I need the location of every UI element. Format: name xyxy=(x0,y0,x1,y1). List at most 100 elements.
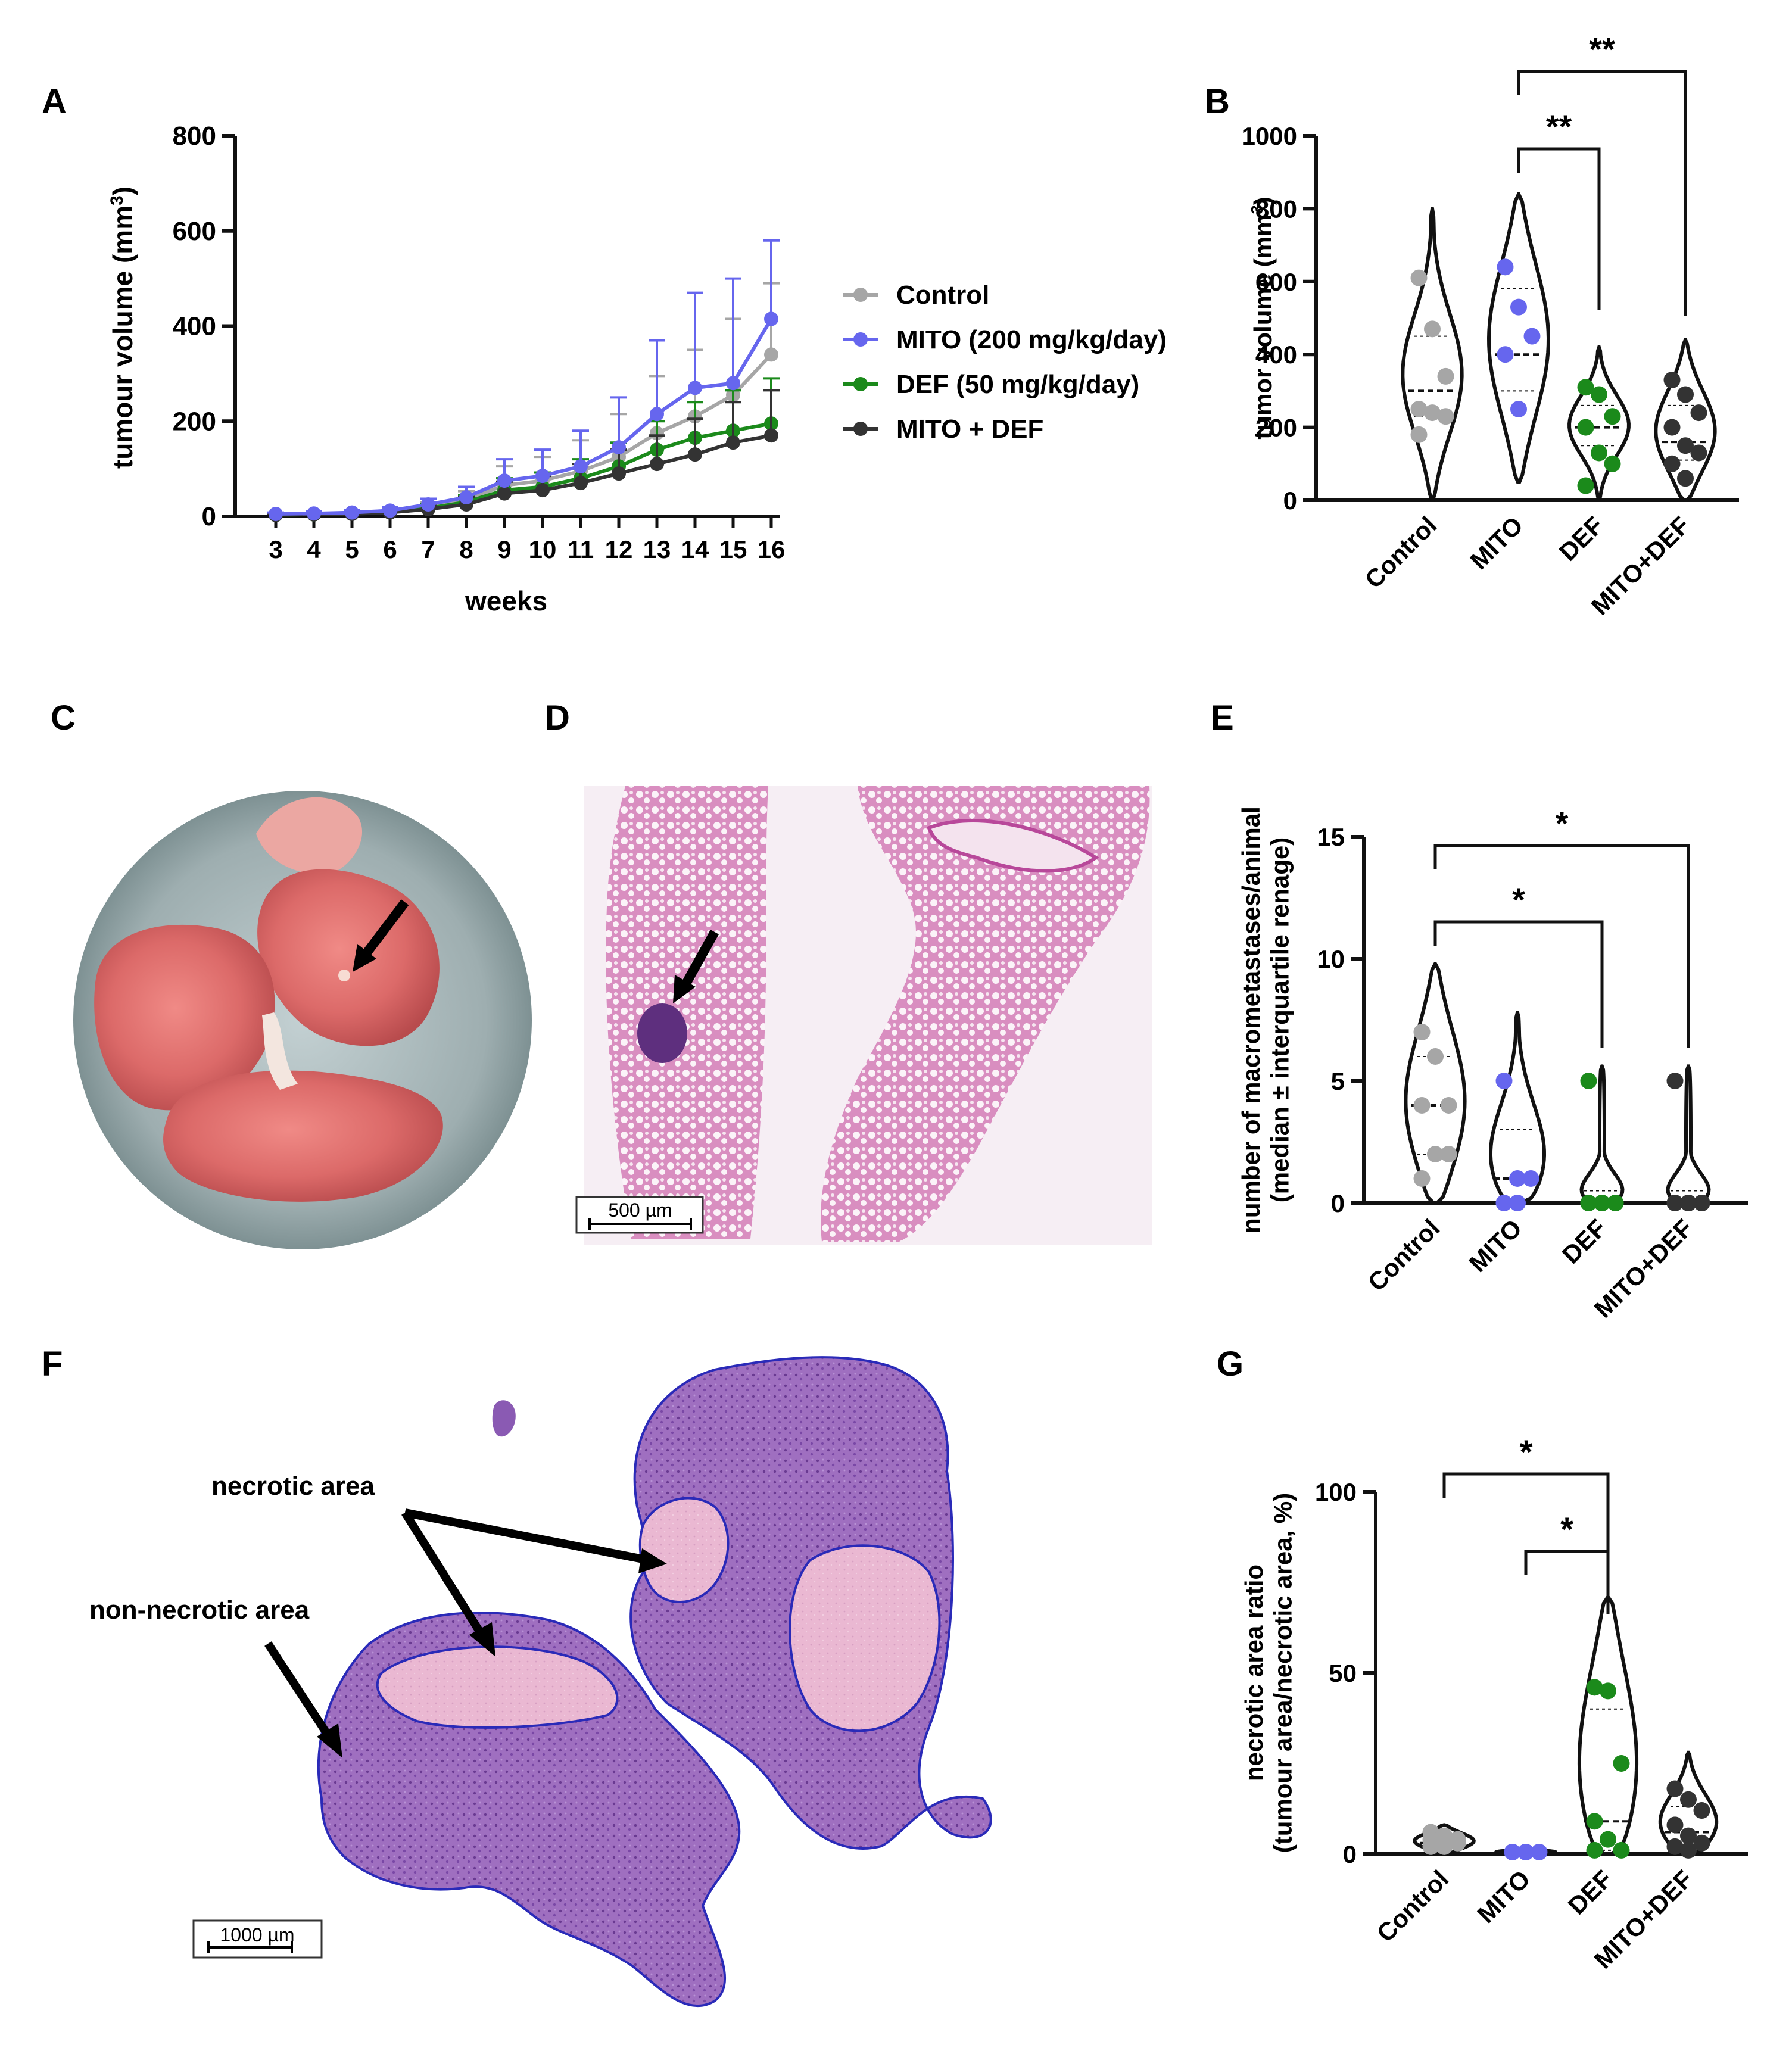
data-point xyxy=(307,506,321,521)
data-point xyxy=(1577,419,1594,436)
arrow-f-necrotic-2-head xyxy=(469,1622,495,1657)
data-point xyxy=(497,486,512,501)
y-tick-label: 0 xyxy=(1343,1840,1357,1868)
data-point xyxy=(1497,258,1514,276)
y-tick-label: 0 xyxy=(1331,1189,1345,1217)
data-point xyxy=(1586,1679,1603,1696)
significance-bracket xyxy=(1517,147,1601,310)
necrotic-region-right xyxy=(789,1544,941,1732)
scale-bar-f-box xyxy=(192,1919,323,1959)
violin-mito xyxy=(1488,1005,1547,1211)
x-tick-label: 7 xyxy=(421,535,435,563)
scale-bar-d-box xyxy=(575,1196,704,1234)
violin-outline xyxy=(1488,1005,1547,1205)
significance-marker: * xyxy=(1556,805,1569,842)
data-point xyxy=(1580,1073,1597,1089)
data-point xyxy=(688,381,702,395)
violin-outline xyxy=(1666,1061,1711,1205)
arrow-f-non-necrotic xyxy=(264,1641,336,1744)
y-tick-label: 200 xyxy=(1255,414,1297,442)
data-point xyxy=(1580,1195,1597,1211)
data-point xyxy=(1677,470,1694,487)
x-tick-label: Control xyxy=(1363,1214,1445,1296)
y-tick-label: 50 xyxy=(1329,1659,1357,1687)
data-point xyxy=(1663,372,1681,389)
violin-outline xyxy=(1404,959,1467,1205)
violin-outline xyxy=(1401,208,1464,502)
label-non-necrotic-area: non-necrotic area xyxy=(89,1595,310,1625)
data-point xyxy=(497,473,512,488)
data-point xyxy=(535,483,550,498)
data-point xyxy=(1413,1170,1431,1187)
data-point xyxy=(1510,298,1527,316)
data-point xyxy=(1591,444,1607,462)
panel-label-b: B xyxy=(1205,82,1230,121)
data-point xyxy=(1510,401,1527,417)
data-point xyxy=(459,490,473,505)
x-tick-label: 8 xyxy=(459,535,473,563)
lung-lobe-left xyxy=(94,924,275,1111)
data-point xyxy=(1690,444,1707,462)
violin-outline xyxy=(1413,1823,1476,1856)
data-point xyxy=(1410,401,1428,417)
data-point xyxy=(1531,1843,1548,1860)
data-point xyxy=(1504,1843,1521,1860)
y-tick-label: 400 xyxy=(1255,341,1297,369)
legend-label: DEF (50 mg/kg/day) xyxy=(896,370,1139,399)
y-tick-label: 800 xyxy=(1255,195,1297,223)
data-point xyxy=(1437,408,1454,425)
data-point xyxy=(1410,426,1428,443)
y-tick-label: 600 xyxy=(173,217,216,246)
data-point xyxy=(1437,367,1454,385)
significance-bracket xyxy=(1524,1550,1610,1614)
panel-label-c: C xyxy=(51,699,76,737)
significance-bracket xyxy=(1517,70,1687,316)
x-tick-label: 4 xyxy=(307,535,321,563)
arrow-f-necrotic-1 xyxy=(404,1508,650,1564)
data-point xyxy=(1495,1195,1513,1211)
arrow-d-head xyxy=(673,975,696,1003)
data-point xyxy=(1440,1146,1457,1162)
lung-lobe-bottom xyxy=(163,1070,443,1202)
data-point xyxy=(688,447,702,462)
x-tick-label: 9 xyxy=(497,535,511,563)
panel-label-a: A xyxy=(42,82,67,121)
x-tick-label: DEF xyxy=(1563,1865,1618,1920)
data-point xyxy=(612,440,626,455)
y-tick-label: 0 xyxy=(1283,487,1297,515)
data-point xyxy=(1440,1097,1457,1114)
violin-def xyxy=(1578,1061,1626,1211)
data-point xyxy=(1497,346,1514,363)
data-point xyxy=(1666,1195,1684,1211)
metastasis-nodule xyxy=(338,970,350,981)
panel-label-g: G xyxy=(1217,1345,1244,1383)
violin-mito-def xyxy=(1654,335,1717,502)
data-point xyxy=(1663,455,1681,472)
chart-b-tumor-volume-violin: 0 200 400 600 800 1000 tumor volume (mm3) Contr… xyxy=(1242,30,1739,621)
violin-outline xyxy=(1654,335,1717,502)
x-tick-label: Control xyxy=(1360,511,1442,594)
data-point xyxy=(574,476,588,491)
legend-label: MITO (200 mg/kg/day) xyxy=(896,325,1167,354)
data-point xyxy=(1666,1838,1684,1855)
data-point xyxy=(1427,1048,1444,1065)
data-point xyxy=(1509,1170,1526,1187)
data-point xyxy=(1693,1802,1710,1819)
panel-label-e: E xyxy=(1211,699,1234,737)
x-tick-label: 16 xyxy=(758,535,786,563)
x-axis-title: weeks xyxy=(465,585,547,616)
violin-outline xyxy=(1487,189,1550,484)
data-point xyxy=(1517,1843,1534,1860)
data-point xyxy=(1604,408,1621,425)
scale-bar-f-label: 1000 µm xyxy=(220,1924,294,1946)
data-point xyxy=(269,507,283,522)
label-necrotic-area: necrotic area xyxy=(211,1472,375,1501)
significance-marker: * xyxy=(1520,1433,1533,1470)
violin-control xyxy=(1404,959,1467,1205)
x-tick-label: 12 xyxy=(605,535,633,563)
data-point xyxy=(1591,386,1607,403)
data-point xyxy=(1600,1831,1616,1848)
x-tick-label: 13 xyxy=(643,535,671,563)
y-tick-label: 100 xyxy=(1315,1478,1357,1506)
